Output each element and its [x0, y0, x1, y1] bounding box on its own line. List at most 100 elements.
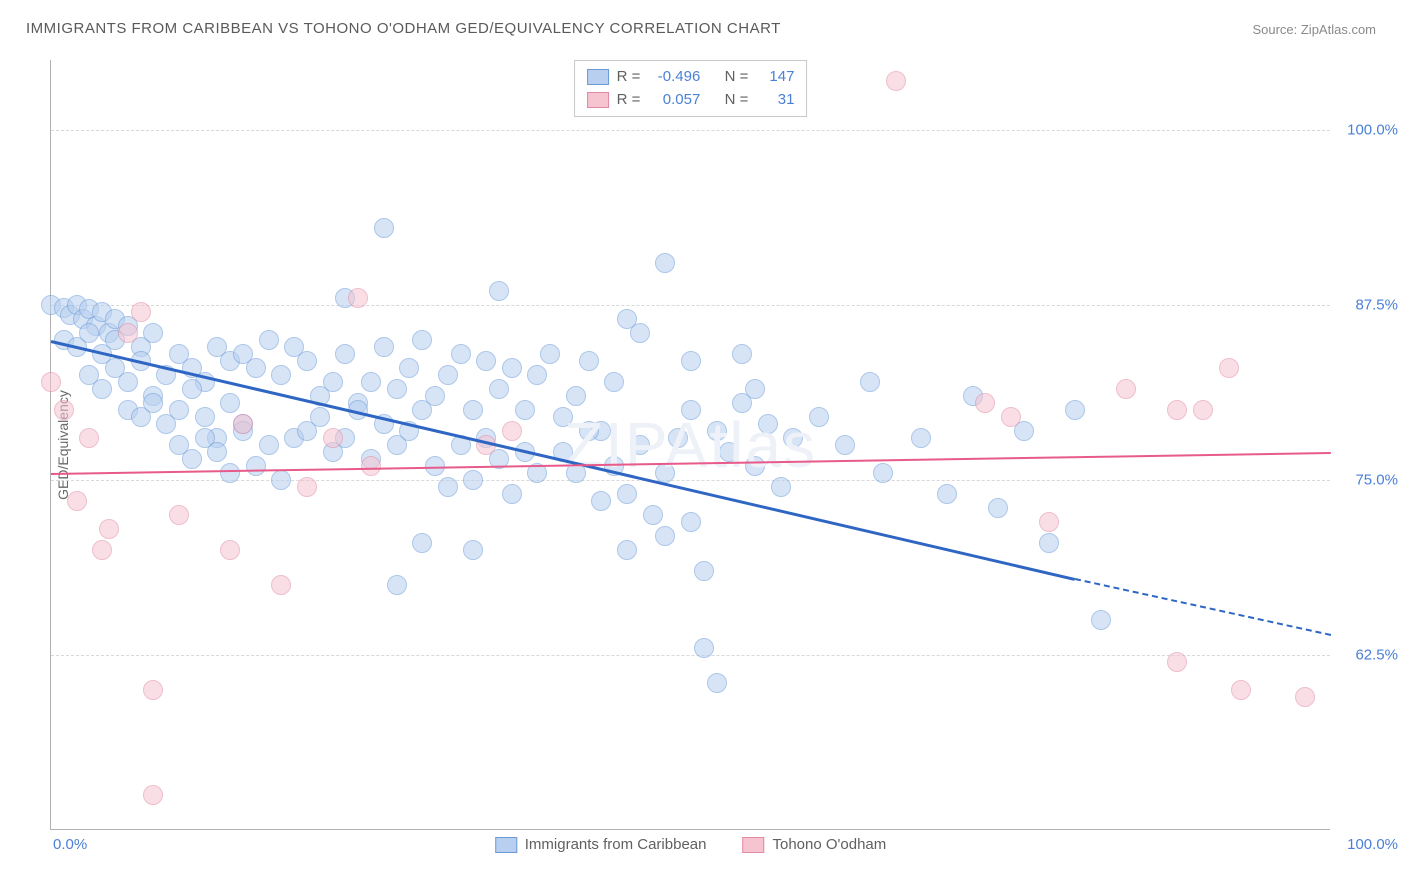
scatter-point-caribbean	[489, 379, 509, 399]
scatter-point-caribbean	[681, 512, 701, 532]
scatter-point-caribbean	[412, 330, 432, 350]
scatter-point-caribbean	[182, 379, 202, 399]
scatter-point-caribbean	[476, 351, 496, 371]
scatter-point-tohono	[233, 414, 253, 434]
scatter-point-tohono	[79, 428, 99, 448]
scatter-point-tohono	[99, 519, 119, 539]
scatter-point-caribbean	[835, 435, 855, 455]
scatter-point-tohono	[1231, 680, 1251, 700]
scatter-point-tohono	[92, 540, 112, 560]
scatter-point-caribbean	[1039, 533, 1059, 553]
scatter-point-caribbean	[271, 365, 291, 385]
scatter-point-caribbean	[297, 351, 317, 371]
legend-swatch	[742, 837, 764, 853]
scatter-point-caribbean	[220, 463, 240, 483]
scatter-point-tohono	[886, 71, 906, 91]
scatter-point-caribbean	[694, 638, 714, 658]
legend-r-value: -0.496	[648, 66, 700, 89]
scatter-point-caribbean	[758, 414, 778, 434]
trendline	[51, 452, 1331, 475]
scatter-point-caribbean	[860, 372, 880, 392]
scatter-point-tohono	[67, 491, 87, 511]
legend-r-label: R =	[617, 66, 641, 89]
legend-n-value: 31	[756, 89, 794, 112]
scatter-point-caribbean	[515, 400, 535, 420]
scatter-point-caribbean	[591, 491, 611, 511]
scatter-point-caribbean	[259, 330, 279, 350]
legend-n-label: N =	[725, 66, 749, 89]
scatter-point-caribbean	[374, 218, 394, 238]
scatter-point-caribbean	[745, 456, 765, 476]
scatter-point-caribbean	[630, 435, 650, 455]
scatter-point-tohono	[118, 323, 138, 343]
x-tick-label: 100.0%	[1338, 836, 1398, 853]
scatter-point-tohono	[41, 372, 61, 392]
scatter-point-caribbean	[745, 379, 765, 399]
scatter-point-caribbean	[182, 449, 202, 469]
scatter-point-caribbean	[259, 435, 279, 455]
legend-row-tohono: R =0.057 N =31	[587, 89, 795, 112]
scatter-point-caribbean	[502, 358, 522, 378]
scatter-point-caribbean	[694, 561, 714, 581]
scatter-point-caribbean	[271, 470, 291, 490]
scatter-point-tohono	[1167, 400, 1187, 420]
scatter-point-caribbean	[566, 386, 586, 406]
y-tick-label: 100.0%	[1338, 122, 1398, 139]
scatter-point-caribbean	[617, 484, 637, 504]
scatter-point-tohono	[1167, 652, 1187, 672]
scatter-point-caribbean	[246, 358, 266, 378]
scatter-point-caribbean	[617, 540, 637, 560]
scatter-point-caribbean	[463, 470, 483, 490]
legend-n-label: N =	[725, 89, 749, 112]
series-legend-item-caribbean: Immigrants from Caribbean	[495, 836, 707, 853]
legend-n-value: 147	[756, 66, 794, 89]
scatter-point-caribbean	[988, 498, 1008, 518]
scatter-point-caribbean	[809, 407, 829, 427]
scatter-point-caribbean	[681, 400, 701, 420]
scatter-point-caribbean	[1065, 400, 1085, 420]
scatter-point-caribbean	[655, 463, 675, 483]
scatter-point-caribbean	[374, 337, 394, 357]
scatter-point-caribbean	[707, 421, 727, 441]
scatter-point-caribbean	[438, 477, 458, 497]
scatter-point-caribbean	[707, 673, 727, 693]
scatter-point-caribbean	[1091, 610, 1111, 630]
scatter-point-caribbean	[719, 442, 739, 462]
scatter-point-tohono	[502, 421, 522, 441]
scatter-point-tohono	[143, 785, 163, 805]
scatter-point-tohono	[131, 302, 151, 322]
series-legend-label: Immigrants from Caribbean	[525, 836, 707, 853]
source-attribution: Source: ZipAtlas.com	[1252, 22, 1376, 37]
scatter-point-caribbean	[527, 365, 547, 385]
scatter-point-caribbean	[668, 428, 688, 448]
legend-row-caribbean: R = -0.496 N = 147	[587, 66, 795, 89]
scatter-point-caribbean	[246, 456, 266, 476]
scatter-point-caribbean	[118, 372, 138, 392]
scatter-point-caribbean	[387, 575, 407, 595]
scatter-point-tohono	[1116, 379, 1136, 399]
scatter-point-caribbean	[412, 533, 432, 553]
scatter-point-caribbean	[655, 526, 675, 546]
scatter-point-caribbean	[361, 372, 381, 392]
scatter-point-caribbean	[387, 379, 407, 399]
scatter-point-tohono	[297, 477, 317, 497]
scatter-point-caribbean	[911, 428, 931, 448]
scatter-point-tohono	[271, 575, 291, 595]
scatter-point-caribbean	[399, 358, 419, 378]
scatter-point-tohono	[1193, 400, 1213, 420]
scatter-point-caribbean	[143, 323, 163, 343]
legend-swatch	[495, 837, 517, 853]
scatter-point-caribbean	[143, 393, 163, 413]
scatter-point-caribbean	[195, 407, 215, 427]
scatter-point-caribbean	[937, 484, 957, 504]
legend-swatch	[587, 92, 609, 108]
series-legend-label: Tohono O'odham	[772, 836, 886, 853]
series-legend: Immigrants from Caribbean Tohono O'odham	[495, 836, 887, 853]
gridline	[51, 655, 1330, 656]
scatter-point-caribbean	[335, 344, 355, 364]
scatter-point-tohono	[975, 393, 995, 413]
scatter-point-tohono	[348, 288, 368, 308]
scatter-point-caribbean	[92, 379, 112, 399]
gridline	[51, 305, 1330, 306]
y-tick-label: 75.0%	[1338, 472, 1398, 489]
